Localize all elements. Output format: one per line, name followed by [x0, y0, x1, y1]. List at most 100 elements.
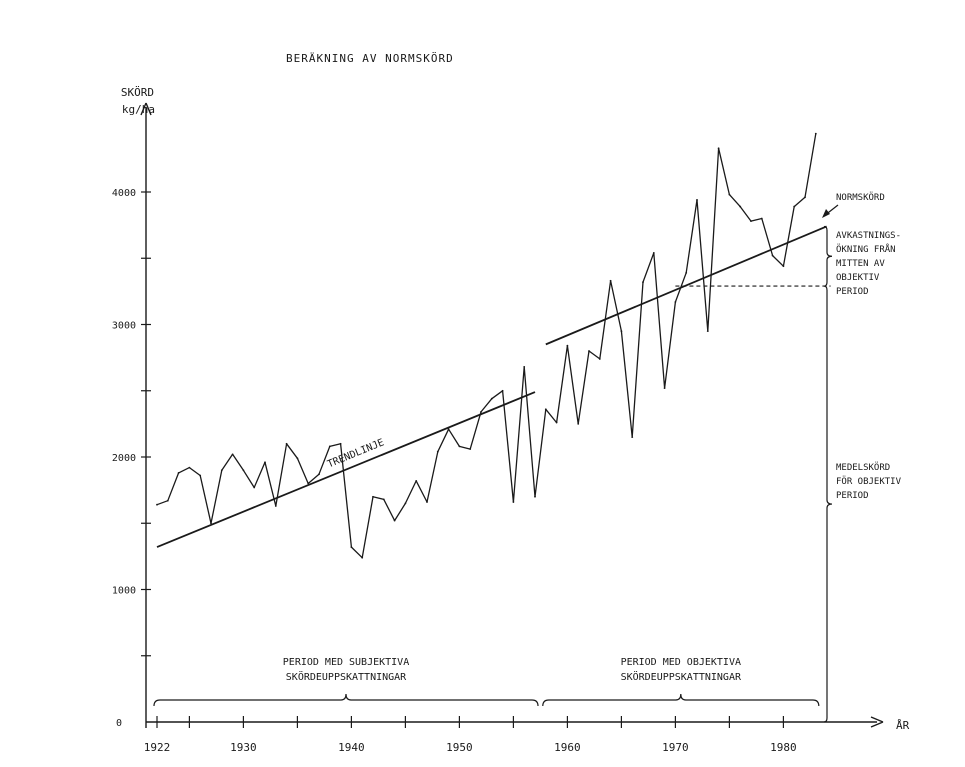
data-point	[512, 501, 515, 503]
period-label-line2: SKÖRDEUPPSKATTNINGAR	[621, 670, 742, 683]
data-point	[242, 469, 245, 472]
data-point	[609, 279, 612, 282]
x-axis-arrow	[870, 716, 884, 728]
avkastning-label-line: ÖKNING FRÅN	[836, 243, 896, 255]
data-point	[166, 499, 169, 502]
x-tick-label: 1980	[770, 741, 797, 754]
x-tick-label: 1950	[446, 741, 473, 754]
period-label-line1: PERIOD MED OBJEKTIVA	[621, 657, 741, 668]
avkastning-label-line: AVKASTNINGS-	[836, 231, 901, 241]
normskord-line	[545, 225, 827, 346]
data-point	[426, 501, 428, 503]
data-point	[555, 421, 558, 424]
data-point	[620, 330, 623, 333]
normskord-label: NORMSKÖRD	[836, 192, 885, 203]
data-point	[696, 199, 698, 201]
avkastning-label-line: MITTEN AV	[836, 259, 885, 269]
data-point	[588, 350, 590, 352]
data-point	[177, 472, 180, 474]
data-point	[285, 442, 288, 445]
data-point	[663, 387, 666, 389]
data-point	[264, 461, 266, 464]
y-axis-label: SKÖRD	[121, 86, 154, 99]
data-point	[350, 546, 353, 548]
data-point	[447, 428, 450, 431]
medelskord-label-line: FÖR OBJEKTIV	[836, 476, 902, 487]
x-tick-label: 1940	[338, 741, 365, 754]
data-point	[642, 281, 644, 283]
data-point	[685, 271, 688, 274]
data-point	[674, 301, 677, 303]
y-tick-label: 3000	[112, 321, 136, 332]
avkastning-label-line: PERIOD	[836, 287, 869, 297]
data-point	[804, 196, 806, 199]
period-label-line2: SKÖRDEUPPSKATTNINGAR	[286, 670, 407, 683]
data-point	[296, 457, 299, 460]
data-point	[793, 205, 796, 208]
data-point	[782, 265, 785, 268]
data-point	[307, 482, 310, 485]
data-point	[760, 217, 763, 220]
data-point	[328, 445, 331, 448]
series-line	[156, 133, 817, 559]
trend-line	[156, 391, 536, 548]
chart-title: BERÄKNING AV NORMSKÖRD	[286, 52, 454, 65]
data-point	[631, 436, 634, 439]
data-point	[652, 252, 655, 254]
data-point	[339, 442, 342, 445]
medelskord-brace	[823, 285, 833, 723]
data-point	[598, 358, 601, 360]
medelskord-label-line: MEDELSKÖRD	[836, 462, 890, 473]
data-point	[566, 344, 569, 347]
data-point	[156, 503, 158, 506]
x-tick-label: 1922	[144, 741, 171, 754]
data-point	[469, 448, 472, 450]
medelskord-label-line: PERIOD	[836, 491, 869, 501]
x-tick-label: 1930	[230, 741, 257, 754]
normskord-arrowhead	[822, 209, 830, 218]
avkastning-label-line: OBJEKTIV	[836, 273, 880, 283]
data-point	[534, 495, 536, 498]
y-tick-label: 0	[116, 718, 122, 729]
data-point	[372, 495, 374, 498]
data-point	[404, 502, 407, 505]
x-tick-label: 1960	[554, 741, 581, 754]
data-point	[717, 147, 720, 150]
data-point	[199, 474, 202, 477]
y-tick-label: 1000	[112, 586, 136, 597]
subjective-period-brace	[153, 693, 539, 707]
y-tick-label: 4000	[112, 188, 136, 199]
x-axis-label: ÅR	[896, 719, 910, 732]
data-point	[188, 466, 191, 469]
data-point	[253, 486, 256, 489]
data-point	[382, 498, 385, 501]
data-point	[501, 389, 504, 392]
data-point	[274, 505, 277, 507]
objective-period-brace	[542, 693, 820, 707]
data-point	[436, 450, 439, 453]
data-point	[771, 254, 774, 257]
avkastning-brace	[823, 225, 833, 287]
data-point	[361, 556, 364, 559]
period-label-line1: PERIOD MED SUBJEKTIVA	[283, 657, 409, 668]
data-point	[318, 473, 320, 476]
y-axis-arrow	[140, 102, 152, 116]
data-point	[458, 445, 461, 448]
data-point	[490, 397, 493, 400]
data-point	[523, 366, 526, 368]
data-point	[544, 408, 547, 411]
data-point	[814, 132, 817, 135]
data-point	[480, 411, 482, 413]
data-point	[220, 469, 223, 472]
data-point	[231, 453, 234, 456]
data-point	[750, 220, 752, 223]
y-tick-label: 2000	[112, 453, 136, 464]
data-point	[210, 522, 212, 525]
data-point	[393, 519, 396, 522]
data-point	[728, 193, 731, 196]
x-tick-label: 1970	[662, 741, 689, 754]
data-point	[706, 330, 709, 333]
data-point	[415, 479, 418, 482]
